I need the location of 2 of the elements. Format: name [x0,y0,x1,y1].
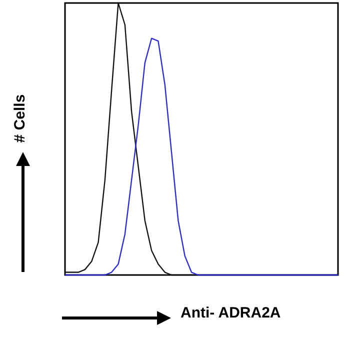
y-axis-title: # Cells [12,94,28,143]
x-axis-title: Anti- ADRA2A [180,304,281,322]
